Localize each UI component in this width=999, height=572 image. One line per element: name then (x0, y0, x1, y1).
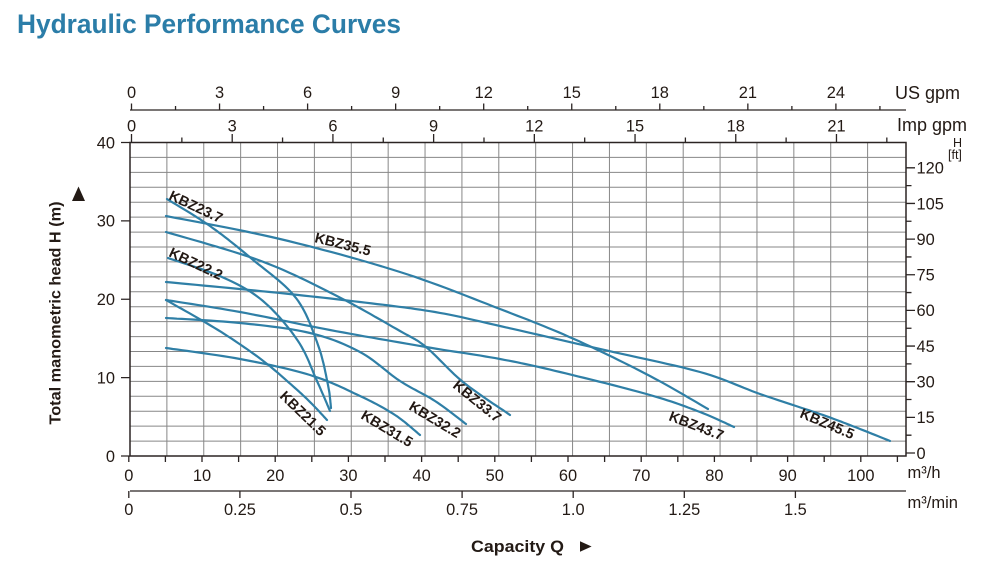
svg-text:10: 10 (193, 467, 211, 485)
svg-text:1.0: 1.0 (562, 501, 585, 519)
svg-text:20: 20 (266, 467, 284, 485)
svg-text:9: 9 (429, 118, 438, 136)
svg-text:50: 50 (486, 467, 504, 485)
svg-text:[ft]: [ft] (948, 148, 962, 162)
svg-text:0: 0 (124, 467, 133, 485)
svg-text:m³/min: m³/min (908, 494, 958, 512)
svg-text:45: 45 (917, 338, 935, 356)
svg-text:3: 3 (228, 118, 237, 136)
svg-text:90: 90 (778, 467, 796, 485)
svg-text:Capacity Q: Capacity Q (471, 538, 564, 556)
svg-text:15: 15 (626, 118, 644, 136)
svg-text:0: 0 (917, 445, 926, 463)
svg-text:3: 3 (215, 84, 224, 102)
svg-text:120: 120 (917, 160, 944, 178)
svg-text:100: 100 (847, 467, 874, 485)
svg-text:21: 21 (739, 84, 757, 102)
svg-text:18: 18 (651, 84, 669, 102)
svg-text:60: 60 (559, 467, 577, 485)
svg-text:US gpm: US gpm (895, 83, 960, 103)
svg-text:60: 60 (917, 302, 935, 320)
svg-text:Total manometric head H (m): Total manometric head H (m) (48, 202, 65, 425)
svg-text:20: 20 (97, 291, 115, 309)
svg-text:105: 105 (917, 195, 944, 213)
svg-text:10: 10 (97, 369, 115, 387)
svg-text:Imp gpm: Imp gpm (897, 115, 967, 135)
svg-text:0: 0 (124, 501, 133, 519)
svg-text:1.5: 1.5 (784, 501, 807, 519)
svg-text:Hydraulic Performance Curves: Hydraulic Performance Curves (17, 9, 401, 39)
svg-text:15: 15 (563, 84, 581, 102)
svg-text:1.25: 1.25 (668, 501, 700, 519)
svg-text:0.5: 0.5 (340, 501, 363, 519)
svg-text:12: 12 (525, 118, 543, 136)
svg-text:9: 9 (391, 84, 400, 102)
svg-text:90: 90 (917, 231, 935, 249)
svg-text:21: 21 (827, 118, 845, 136)
svg-text:18: 18 (727, 118, 745, 136)
svg-text:30: 30 (917, 374, 935, 392)
svg-text:H: H (953, 136, 962, 150)
svg-text:24: 24 (827, 84, 845, 102)
svg-text:12: 12 (475, 84, 493, 102)
svg-text:0: 0 (127, 84, 136, 102)
svg-text:0.75: 0.75 (446, 501, 478, 519)
svg-text:30: 30 (339, 467, 357, 485)
svg-text:6: 6 (328, 118, 337, 136)
svg-text:0: 0 (127, 118, 136, 136)
svg-text:0: 0 (106, 448, 115, 466)
svg-text:6: 6 (303, 84, 312, 102)
svg-text:75: 75 (917, 267, 935, 285)
svg-text:80: 80 (705, 467, 723, 485)
svg-text:40: 40 (97, 134, 115, 152)
svg-text:40: 40 (412, 467, 430, 485)
svg-text:70: 70 (632, 467, 650, 485)
svg-text:15: 15 (917, 409, 935, 427)
svg-text:30: 30 (97, 213, 115, 231)
svg-text:0.25: 0.25 (224, 501, 256, 519)
svg-text:m³/h: m³/h (908, 464, 941, 482)
